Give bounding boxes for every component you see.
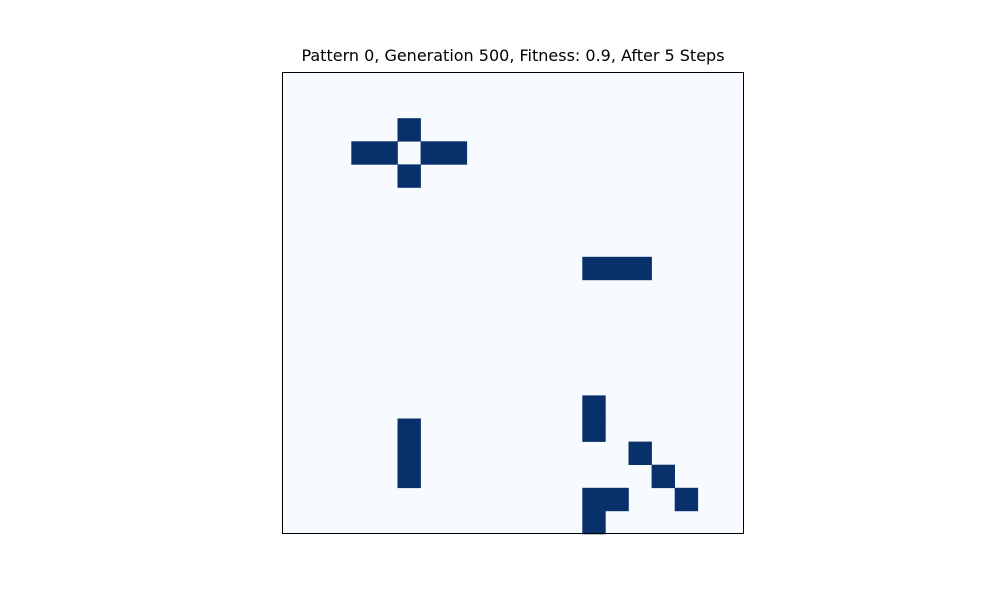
alive-cell-r15-c13 — [582, 418, 606, 442]
alive-cell-r3-c6 — [420, 141, 444, 165]
alive-cell-r3-c3 — [351, 141, 375, 165]
alive-cell-r8-c14 — [605, 256, 629, 281]
alive-cell-r2-c5 — [397, 118, 421, 142]
alive-cell-r18-c13 — [582, 487, 606, 512]
alive-cell-r16-c15 — [628, 441, 652, 465]
heatmap-cells — [351, 118, 699, 535]
alive-cell-r3-c4 — [374, 141, 398, 165]
alive-cell-r17-c16 — [651, 464, 675, 489]
alive-cell-r4-c5 — [397, 164, 421, 188]
chart-title: Pattern 0, Generation 500, Fitness: 0.9,… — [301, 46, 725, 65]
plot-frame — [282, 72, 744, 534]
alive-cell-r8-c13 — [582, 256, 606, 281]
alive-cell-r17-c5 — [397, 464, 421, 489]
alive-cell-r18-c17 — [674, 487, 699, 512]
heatmap-plot — [282, 72, 744, 535]
alive-cell-r8-c15 — [628, 256, 652, 281]
alive-cell-r14-c13 — [582, 395, 606, 419]
alive-cell-r3-c7 — [443, 141, 468, 165]
alive-cell-r15-c5 — [397, 418, 421, 442]
alive-cell-r18-c14 — [605, 487, 629, 512]
alive-cell-r16-c5 — [397, 441, 421, 465]
alive-cell-r19-c13 — [582, 510, 606, 535]
